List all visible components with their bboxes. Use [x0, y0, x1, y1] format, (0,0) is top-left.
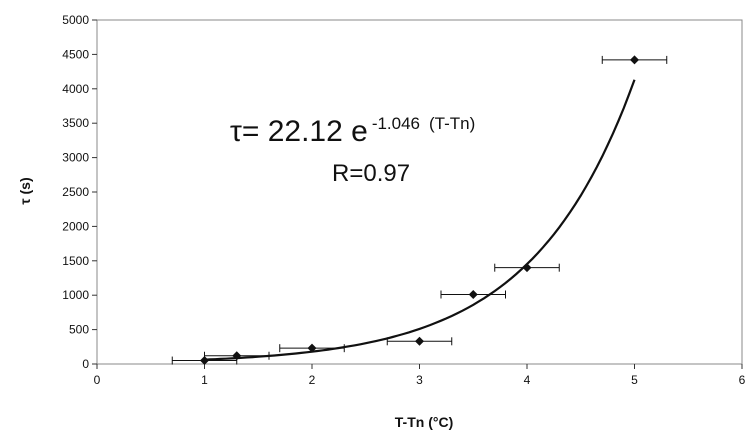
- y-tick-label: 5000: [62, 13, 89, 27]
- data-point: [200, 356, 209, 366]
- y-tick-label: 0: [82, 357, 89, 371]
- fit-equation-exponent: -1.046: [372, 114, 420, 133]
- data-point: [415, 336, 424, 346]
- y-tick-label: 1000: [62, 288, 89, 302]
- fit-equation-suffix: (T-Tn): [429, 114, 475, 133]
- y-axis-ticks: 0 500 1000 1500 2000 2500 3000 3500 4000 4500 5000: [62, 13, 97, 371]
- data-point: [630, 55, 639, 65]
- y-tick-label: 3000: [62, 151, 89, 165]
- fit-r-value: R=0.97: [332, 160, 410, 187]
- x-tick-label: 4: [524, 373, 531, 387]
- fit-equation-main: τ= 22.12 e: [230, 115, 368, 148]
- x-tick-label: 0: [94, 373, 101, 387]
- y-tick-label: 4000: [62, 82, 89, 96]
- x-tick-label: 1: [201, 373, 208, 387]
- data-point: [307, 343, 317, 353]
- data-point: [232, 351, 242, 361]
- x-axis-title: T-Tn (°C): [395, 414, 453, 430]
- plot-frame: [96, 19, 743, 365]
- y-tick-label: 2000: [62, 219, 89, 233]
- y-tick-label: 2500: [62, 185, 89, 199]
- fit-curve: [204, 79, 636, 361]
- y-axis-title: τ (s): [17, 177, 33, 204]
- x-tick-label: 5: [631, 373, 638, 387]
- fit-equation: τ= 22.12 e -1.046 (T-Tn): [230, 114, 475, 148]
- y-tick-label: 1500: [62, 254, 89, 268]
- x-tick-label: 2: [309, 373, 316, 387]
- data-point: [468, 290, 478, 300]
- plot-area: [96, 19, 743, 365]
- x-tick-label: 6: [739, 373, 746, 387]
- x-tick-label: 3: [416, 373, 423, 387]
- x-axis-ticks: 0 1 2 3 4 5 6: [94, 364, 746, 387]
- y-tick-label: 3500: [62, 116, 89, 130]
- y-tick-label: 4500: [62, 47, 89, 61]
- y-tick-label: 500: [69, 323, 89, 337]
- data-points: [171, 55, 668, 366]
- data-point: [522, 263, 532, 273]
